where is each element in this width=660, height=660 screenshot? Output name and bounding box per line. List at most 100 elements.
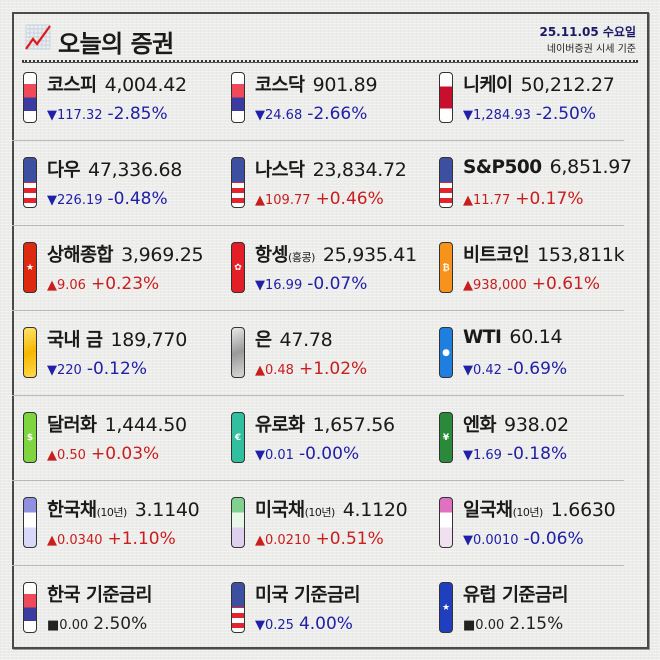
market-name: 상해종합 3,969.25 xyxy=(47,241,204,267)
change-amount: 11.77 xyxy=(473,193,511,208)
market-item: ● WTI 60.14 ▼0.42 -0.69% xyxy=(439,311,644,396)
change-amount: 0.0210 xyxy=(265,533,311,548)
market-name: 코스닥 901.89 xyxy=(255,71,378,97)
market-value: 25,935.41 xyxy=(322,244,417,266)
japan-bond-icon xyxy=(439,497,453,548)
dollar-bill-icon: $ xyxy=(23,412,37,463)
market-item: 국내 금 189,770 ▼220 -0.12% xyxy=(23,311,228,396)
korea-flag-icon xyxy=(23,72,37,123)
market-name: 니케이 50,212.27 xyxy=(463,71,615,97)
change-amount: 220 xyxy=(57,363,82,378)
market-change: ▼0.01 -0.00% xyxy=(255,444,359,464)
korea-flag-icon xyxy=(23,582,37,633)
market-name: S&P500 6,851.97 xyxy=(463,156,632,178)
market-name-text: 달러화 xyxy=(47,415,97,436)
market-value: 3,969.25 xyxy=(121,244,204,266)
change-percent: 2.15% xyxy=(509,614,564,634)
market-name-text: 항셍 xyxy=(255,245,289,266)
change-percent: +0.17% xyxy=(515,189,584,209)
market-name: 다우 47,336.68 xyxy=(47,156,182,182)
market-name-sub: (10년) xyxy=(512,506,544,519)
gold-bar-icon xyxy=(23,327,37,378)
change-percent: +0.03% xyxy=(90,444,160,464)
market-value: 1,444.50 xyxy=(104,414,188,436)
change-percent: -0.00% xyxy=(298,444,360,464)
market-item: 코스피 4,004.42 ▼117.32 -2.85% xyxy=(23,56,228,141)
us-flag-icon xyxy=(439,157,453,208)
change-percent: +1.10% xyxy=(107,529,176,549)
market-name-text: 한국채 xyxy=(47,500,97,521)
market-name: 미국 기준금리 xyxy=(255,581,368,607)
us-flag-icon xyxy=(23,157,37,208)
market-item: ✿ 항셍(홍콩) 25,935.41 ▼16.99 -0.07% xyxy=(231,226,436,311)
header-divider xyxy=(22,60,638,63)
change-amount: 109.77 xyxy=(265,193,311,208)
direction-icon: ▲ xyxy=(47,448,57,463)
market-change: ▼1.69 -0.18% xyxy=(463,444,567,464)
direction-icon: ▼ xyxy=(47,108,57,123)
market-value: 47,336.68 xyxy=(88,159,183,181)
change-percent: -2.50% xyxy=(535,104,597,124)
change-amount: 16.99 xyxy=(265,278,303,293)
market-change: ▲0.48 +1.02% xyxy=(255,359,367,379)
direction-icon: ▼ xyxy=(255,618,265,633)
change-amount: 0.48 xyxy=(265,363,294,378)
market-name: 코스피 4,004.42 xyxy=(47,71,187,97)
market-name-text: 일국채 xyxy=(463,500,513,521)
market-name-sub: (홍콩) xyxy=(288,251,315,264)
market-name-text: 국내 금 xyxy=(47,330,103,351)
market-row: $ 달러화 1,444.50 ▲0.50 +0.03% € 유로화 1,657.56 … xyxy=(12,396,624,481)
direction-icon: ▼ xyxy=(463,533,473,548)
eu-flag-icon-glyph: ★ xyxy=(441,602,451,613)
market-change: ▼16.99 -0.07% xyxy=(255,274,367,294)
market-name: 국내 금 189,770 xyxy=(47,326,187,352)
change-percent: +0.61% xyxy=(531,274,601,294)
market-item: € 유로화 1,657.56 ▼0.01 -0.00% xyxy=(231,396,436,481)
market-name-text: 엔화 xyxy=(463,415,497,436)
change-percent: -0.06% xyxy=(523,529,584,549)
date-label: 25.11.05 수요일 xyxy=(539,25,636,39)
market-change: ▲0.0340 +1.10% xyxy=(47,529,176,549)
market-item: 일국채(10년) 1.6630 ▼0.0010 -0.06% xyxy=(439,481,644,566)
oil-drop-icon: ● xyxy=(439,327,453,378)
market-item: 코스닥 901.89 ▼24.68 -2.66% xyxy=(231,56,436,141)
change-percent: -2.85% xyxy=(107,104,168,124)
yen-bill-icon-glyph: ¥ xyxy=(442,432,450,443)
market-row: ★ 상해종합 3,969.25 ▲9.06 +0.23% ✿ 항셍(홍콩) 25,93… xyxy=(12,226,625,311)
market-change: ▼0.25 4.00% xyxy=(255,614,353,634)
us-flag-icon xyxy=(231,157,245,208)
market-value: 1.6630 xyxy=(550,499,616,521)
market-item: 다우 47,336.68 ▼226.19 -0.48% xyxy=(23,141,228,226)
market-value: 1,657.56 xyxy=(312,414,396,436)
change-amount: 0.42 xyxy=(473,363,502,378)
market-name: 나스닥 23,834.72 xyxy=(255,156,407,182)
market-change: ▼0.42 -0.69% xyxy=(463,359,567,379)
market-change: ▲109.77 +0.46% xyxy=(255,189,384,209)
market-name-sub: (10년) xyxy=(96,506,128,519)
eu-flag-icon: ★ xyxy=(439,582,453,633)
direction-icon: ▲ xyxy=(47,533,57,548)
market-change: ▲938,000 +0.61% xyxy=(463,274,600,294)
korea-bond-icon xyxy=(23,497,37,548)
china-flag-icon: ★ xyxy=(23,242,37,293)
market-name-text: 미국 기준금리 xyxy=(255,585,361,606)
direction-icon: ▼ xyxy=(47,193,57,208)
source-label: 네이버증권 시세 기준 xyxy=(546,44,636,55)
change-amount: 938,000 xyxy=(473,278,527,293)
euro-bill-icon-glyph: € xyxy=(234,432,242,443)
market-name: 일국채(10년) 1.6630 xyxy=(463,496,616,522)
market-value: 4,004.42 xyxy=(104,74,188,96)
market-item: ¥ 엔화 938.02 ▼1.69 -0.18% xyxy=(439,396,644,481)
direction-icon: ▼ xyxy=(255,278,265,293)
us-flag-icon xyxy=(231,582,245,633)
page-title: 오늘의 증권 xyxy=(58,30,174,58)
direction-icon: ■ xyxy=(463,618,476,633)
change-amount: 0.0340 xyxy=(57,533,103,548)
change-percent: +1.02% xyxy=(298,359,368,379)
market-name-text: 비트코인 xyxy=(463,245,530,266)
market-change: ▲0.50 +0.03% xyxy=(47,444,159,464)
market-name: WTI 60.14 xyxy=(463,326,563,348)
market-name-text: 은 xyxy=(255,330,272,351)
direction-icon: ▲ xyxy=(255,193,265,208)
market-name: 항셍(홍콩) 25,935.41 xyxy=(255,241,417,267)
